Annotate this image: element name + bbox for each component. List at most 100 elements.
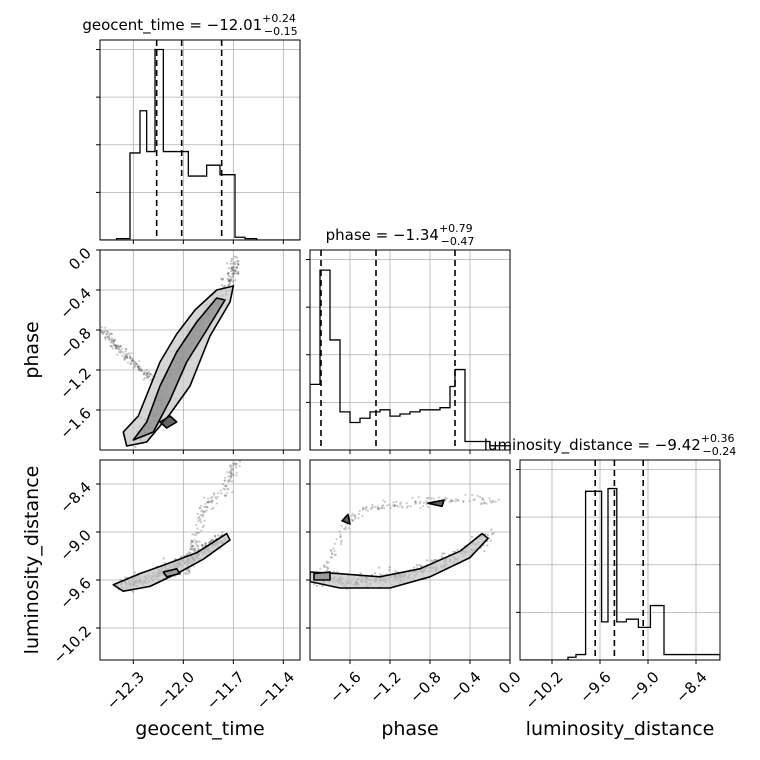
sample-point — [389, 506, 392, 510]
panel-title-sub: −0.47 — [441, 235, 475, 248]
sample-point — [196, 512, 199, 515]
x-tick-label: −8.4 — [672, 668, 710, 706]
sample-point — [191, 545, 194, 548]
sample-point — [195, 524, 198, 527]
sample-point — [112, 339, 115, 342]
sample-point — [409, 505, 412, 508]
sample-point — [210, 507, 213, 511]
sample-point — [374, 505, 377, 508]
sample-point — [441, 552, 444, 555]
sample-point — [114, 344, 118, 347]
sample-point — [136, 365, 139, 368]
sample-point — [148, 374, 151, 377]
sample-point — [142, 378, 145, 381]
sample-point — [92, 325, 94, 327]
sample-point — [100, 326, 104, 329]
sample-point — [203, 505, 206, 509]
sample-point — [405, 506, 409, 509]
sample-point — [350, 518, 353, 521]
sample-point — [191, 544, 194, 547]
sample-point — [133, 365, 137, 368]
sample-point — [405, 502, 408, 505]
sample-point — [217, 491, 220, 495]
sample-point — [432, 497, 435, 500]
sample-point — [149, 378, 152, 382]
sample-point — [230, 267, 234, 271]
y-tick-label: −10.2 — [50, 622, 95, 667]
sample-point — [111, 337, 114, 340]
sample-point — [146, 372, 149, 376]
sample-point — [330, 556, 333, 559]
sample-point — [112, 344, 116, 347]
sample-point — [230, 266, 233, 269]
sample-point — [202, 510, 206, 513]
sample-point — [223, 476, 227, 479]
sample-point — [212, 492, 215, 495]
sample-point — [230, 259, 233, 263]
sample-point — [142, 372, 145, 376]
sample-point — [472, 498, 475, 501]
sample-point — [340, 524, 343, 527]
sample-point — [180, 555, 183, 558]
sample-point — [486, 544, 489, 547]
sample-point — [116, 345, 119, 348]
sample-point — [110, 345, 113, 348]
sample-point — [144, 371, 147, 374]
sample-point — [124, 354, 127, 357]
sample-point — [413, 566, 416, 569]
sample-point — [225, 484, 229, 488]
sample-point — [353, 517, 357, 520]
sample-point — [120, 350, 123, 353]
sample-point — [115, 345, 118, 349]
panel-title-sup: +0.36 — [701, 432, 735, 445]
sample-point — [131, 590, 134, 593]
sample-point — [351, 512, 354, 516]
sample-point — [480, 498, 484, 501]
sample-point — [227, 274, 231, 277]
sample-point — [221, 278, 224, 281]
sample-point — [473, 498, 476, 501]
sample-point — [228, 470, 232, 473]
sample-point — [186, 552, 190, 555]
sample-point — [196, 540, 199, 543]
sample-point — [202, 510, 205, 514]
scatter-frame-geocent-time-vs-luminosity-distance — [99, 459, 301, 661]
sample-point — [332, 547, 335, 550]
sample-point — [104, 338, 107, 341]
sample-point — [351, 519, 354, 523]
sample-point — [449, 498, 453, 501]
sample-point — [198, 506, 201, 510]
sample-point — [234, 266, 238, 269]
sample-point — [146, 376, 149, 379]
sample-point — [198, 540, 201, 543]
sample-point — [235, 471, 238, 474]
sample-point — [109, 332, 113, 335]
sample-point — [145, 373, 148, 377]
sample-point — [470, 535, 473, 538]
sample-point — [134, 361, 137, 364]
sample-point — [394, 569, 397, 573]
sample-point — [105, 333, 108, 336]
sample-point — [415, 501, 418, 504]
sample-point — [361, 508, 364, 511]
sample-point — [128, 354, 132, 357]
panel-title-text: luminosity_distance = −9.42 — [484, 436, 701, 455]
sample-point — [188, 567, 191, 571]
sample-point — [229, 472, 233, 475]
sample-point — [223, 284, 227, 288]
sample-point — [131, 358, 134, 361]
sample-point — [117, 347, 120, 351]
sample-point — [129, 357, 132, 360]
sample-point — [198, 515, 201, 518]
sample-point — [101, 331, 104, 335]
sample-point — [202, 514, 205, 517]
sample-point — [206, 505, 209, 509]
sample-point — [237, 270, 240, 273]
panel-title-phase: phase = −1.34+0.79 −0.47 — [326, 222, 475, 248]
sample-point — [228, 282, 232, 285]
sample-point — [393, 505, 396, 508]
sample-point — [134, 363, 138, 366]
sample-point — [415, 564, 418, 567]
sample-point — [230, 480, 234, 483]
sample-point — [124, 347, 127, 350]
